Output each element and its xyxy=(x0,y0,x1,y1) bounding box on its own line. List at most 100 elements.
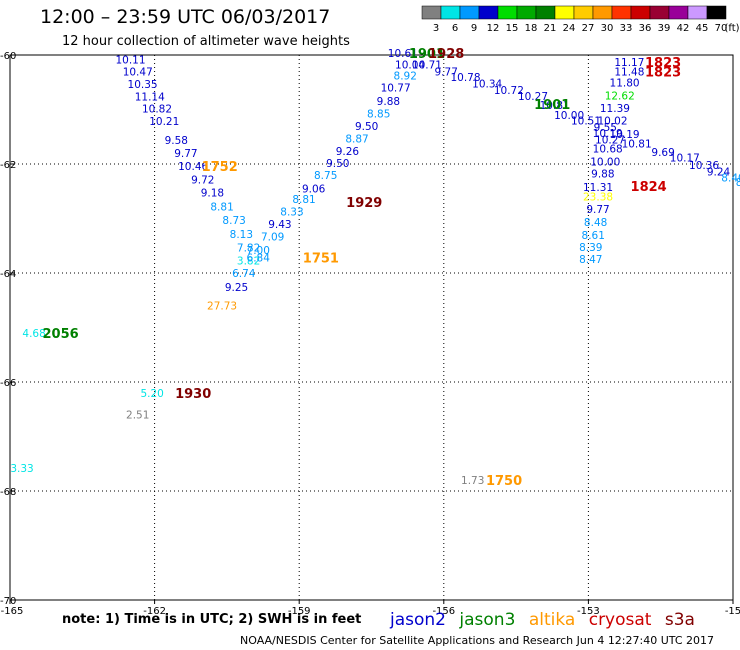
swh-data-label: 8.40 xyxy=(721,173,740,185)
colorbar-label: 12 xyxy=(487,23,500,34)
satellite-legend: jason2 jason3 altika cryosat s3a xyxy=(390,610,695,630)
swh-data-label: 9.88 xyxy=(591,168,614,180)
y-tick-label: -64 xyxy=(0,269,16,280)
swh-data-label: 9.18 xyxy=(201,187,224,199)
swh-data-label: 9.77 xyxy=(174,148,197,160)
y-tick-label: -70 xyxy=(0,596,16,607)
swh-data-label: 8.33 xyxy=(280,206,303,218)
colorbar-label: 36 xyxy=(639,23,652,34)
swh-data-label: 10.78 xyxy=(450,72,480,84)
colorbar-label: (ft) xyxy=(724,23,739,34)
swh-data-label: 9.25 xyxy=(225,282,248,294)
swh-data-label: 8.61 xyxy=(582,230,605,242)
swh-data-label: 7.82 xyxy=(237,242,260,254)
colorbar-swatch xyxy=(459,5,480,20)
swh-data-label: 4.68 xyxy=(22,328,45,340)
swh-data-label: 9.26 xyxy=(336,146,360,158)
time-label: 1929 xyxy=(346,196,382,211)
colorbar-swatch xyxy=(668,5,689,20)
page-title: 12:00 – 23:59 UTC 06/03/2017 xyxy=(40,6,331,28)
swh-data-label: 11.48 xyxy=(614,66,644,78)
plot-frame xyxy=(9,54,734,601)
swh-data-label: 6.84 xyxy=(247,253,271,265)
colorbar-swatch xyxy=(535,5,556,20)
swh-data-label: 9.50 xyxy=(326,158,349,170)
colorbar-label: 27 xyxy=(582,23,595,34)
swh-data-label: 10.81 xyxy=(540,100,570,112)
swh-data-label: 8.47 xyxy=(579,254,602,266)
swh-data-label: 9.24 xyxy=(707,167,731,179)
colorbar-swatch xyxy=(630,5,651,20)
time-label: 1823 xyxy=(645,56,681,71)
colorbar-swatch xyxy=(554,5,575,20)
time-label: 1901 xyxy=(409,47,445,62)
colorbar-label: 9 xyxy=(471,23,477,34)
time-label: 1750 xyxy=(486,474,522,489)
credit-line: NOAA/NESDIS Center for Satellite Applica… xyxy=(240,634,715,647)
colorbar-swatch xyxy=(440,5,461,20)
swh-data-label: 10.77 xyxy=(381,83,411,95)
swh-data-label: 9.58 xyxy=(165,135,188,147)
colorbar-swatch xyxy=(573,5,594,20)
swh-data-label: 11.14 xyxy=(135,91,165,103)
legend-altika: altika xyxy=(528,610,576,630)
swh-data-label: 2.51 xyxy=(126,410,149,422)
colorbar-label: 15 xyxy=(506,23,519,34)
time-label: 1824 xyxy=(631,180,667,195)
colorbar-swatch xyxy=(687,5,708,20)
time-label: 1751 xyxy=(303,252,339,267)
swh-data-label: 1.73 xyxy=(461,475,484,487)
swh-data-label: 10.11 xyxy=(115,54,145,66)
swh-data-label: 8.87 xyxy=(345,133,368,145)
swh-data-label: 10.36 xyxy=(689,160,719,172)
colorbar-swatch xyxy=(611,5,632,20)
swh-data-label: 10.27 xyxy=(595,134,625,146)
swh-data-label: 10.00 xyxy=(590,156,620,168)
colorbar-swatch xyxy=(516,5,537,20)
y-tick-label: -60 xyxy=(0,51,16,62)
colorbar-label: 3 xyxy=(433,23,439,34)
y-tick-label: -66 xyxy=(0,378,16,389)
swh-data-label: 10.19 xyxy=(610,129,640,141)
colorbar-label: 30 xyxy=(601,23,614,34)
time-label: 1823 xyxy=(645,65,681,80)
swh-data-label: 10.35 xyxy=(128,79,158,91)
swh-data-label: 9.43 xyxy=(268,219,291,231)
swh-data-label: 3.82 xyxy=(237,255,260,267)
time-label: 1901 xyxy=(534,98,570,113)
swh-data-label: 9.77 xyxy=(586,204,609,216)
swh-data-label: 8.75 xyxy=(314,170,337,182)
swh-data-label: 8.13 xyxy=(230,229,253,241)
swh-data-label: 10.61 xyxy=(388,48,418,60)
swh-data-label: 8.92 xyxy=(394,71,417,83)
swh-data-label: 8.81 xyxy=(210,202,233,214)
colorbar-label: 6 xyxy=(452,23,458,34)
swh-data-label: 9.72 xyxy=(191,174,214,186)
swh-data-label: 9.06 xyxy=(302,184,326,196)
colorbar-swatch xyxy=(478,5,499,20)
swh-data-label: 10.00 xyxy=(554,110,584,122)
x-tick-label: -156 xyxy=(432,606,455,617)
swh-data-label: 9.55 xyxy=(594,122,617,134)
time-label: 1928 xyxy=(428,47,464,62)
colorbar-swatch xyxy=(421,5,442,20)
colorbar-swatch xyxy=(706,5,727,20)
swh-data-label: 7.00 xyxy=(247,245,270,257)
swh-data-label: 8.73 xyxy=(222,215,245,227)
x-tick-label: -165 xyxy=(1,606,24,617)
swh-data-label: 11.31 xyxy=(583,182,613,194)
swh-data-label: 3.33 xyxy=(10,463,33,475)
swh-data-label: 10.68 xyxy=(593,144,623,156)
colorbar-label: 24 xyxy=(563,23,576,34)
swh-data-label: 8.87 xyxy=(736,177,740,189)
swh-data-label: 27.73 xyxy=(207,301,237,313)
colorbar-label: 18 xyxy=(525,23,538,34)
swh-data-label: 10.82 xyxy=(142,103,172,115)
y-tick-label: -62 xyxy=(0,160,16,171)
swh-data-label: 23.38 xyxy=(583,192,613,204)
swh-data-label: 5.20 xyxy=(140,388,163,400)
swh-data-label: 10.72 xyxy=(494,85,524,97)
swh-data-label: 6.74 xyxy=(232,268,256,280)
swh-data-label: 11.17 xyxy=(614,57,644,69)
